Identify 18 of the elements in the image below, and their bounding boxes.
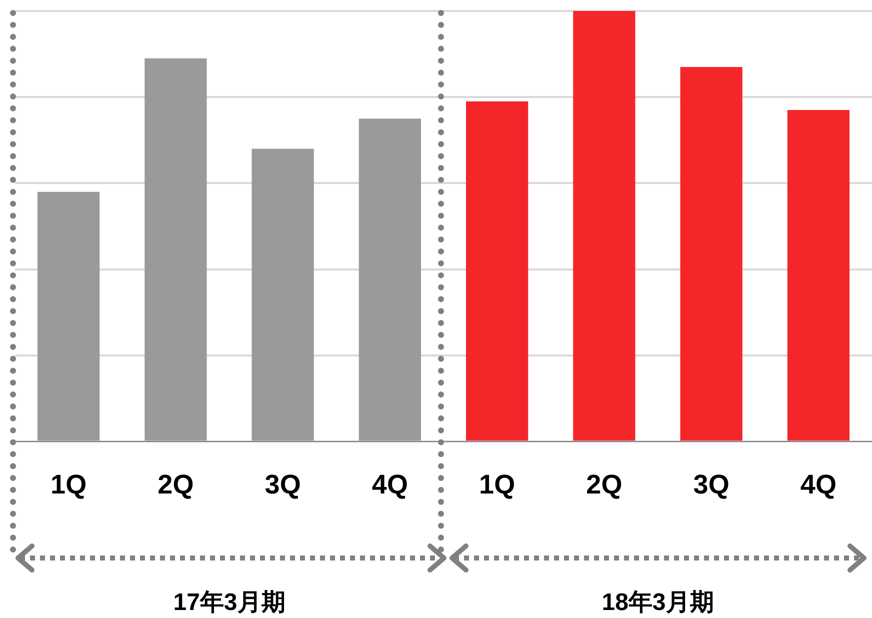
bar (787, 110, 850, 441)
x-tick-label: 1Q (479, 469, 516, 500)
x-tick-label: 4Q (372, 469, 408, 500)
text: 18年3月期 (600, 588, 715, 618)
x-tick-label: 2Q (586, 469, 622, 500)
bar (358, 118, 422, 441)
bar (37, 192, 100, 441)
x-tick-label: 2Q (158, 469, 194, 500)
text: 17年3月期 (172, 588, 286, 618)
x-tick-label: 3Q (264, 469, 301, 500)
x-tick-label: 4Q (800, 469, 836, 500)
x-tick-label: 3Q (693, 469, 730, 500)
bar (466, 101, 528, 441)
x-tick-label: 1Q (50, 469, 87, 500)
bar (144, 58, 207, 441)
bar (573, 11, 636, 441)
bar (252, 148, 314, 441)
bar (680, 66, 742, 441)
